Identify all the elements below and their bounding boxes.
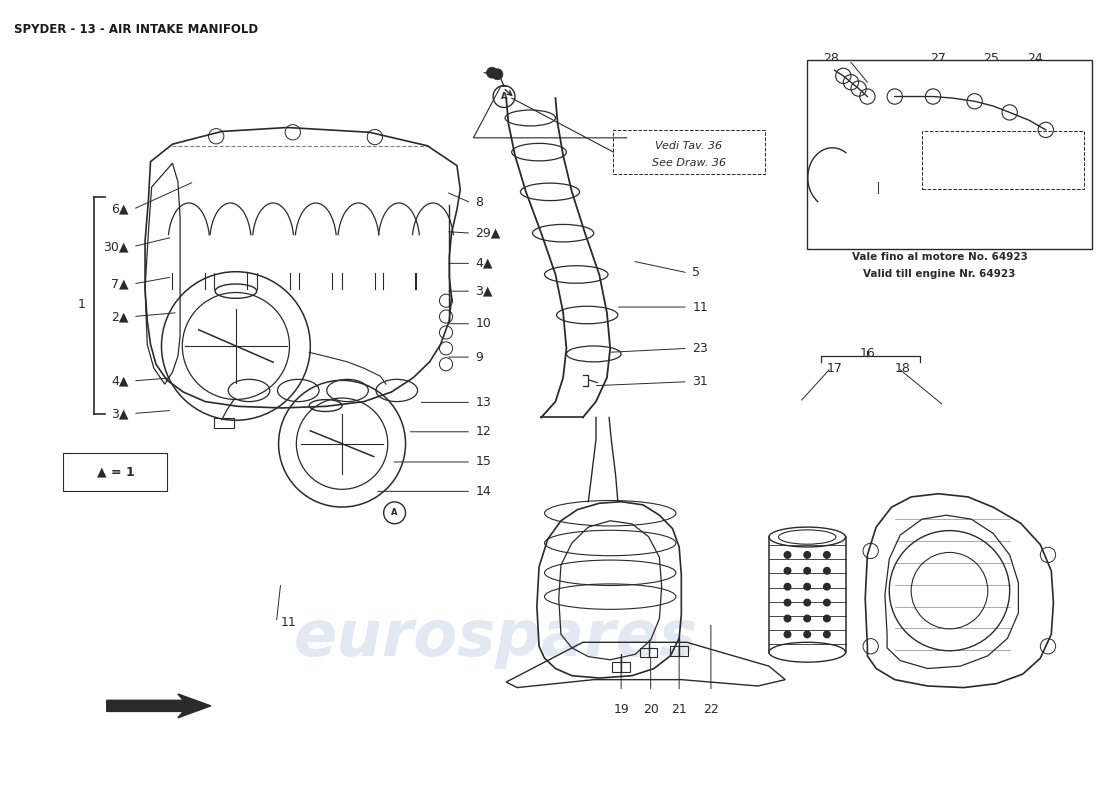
Text: See Draw. 36: See Draw. 36	[970, 162, 1036, 172]
Text: 31: 31	[692, 375, 708, 388]
Circle shape	[824, 599, 830, 606]
Text: 19: 19	[614, 703, 629, 717]
Text: See Draw. 36: See Draw. 36	[652, 158, 726, 168]
Circle shape	[784, 631, 791, 638]
Circle shape	[784, 583, 791, 590]
Circle shape	[492, 69, 503, 80]
Text: 6▲: 6▲	[111, 203, 129, 216]
Text: 26: 26	[870, 187, 887, 200]
Text: 9: 9	[475, 350, 484, 363]
Circle shape	[784, 567, 791, 574]
Circle shape	[804, 631, 811, 638]
Text: Valid till engine Nr. 64923: Valid till engine Nr. 64923	[864, 270, 1015, 279]
Text: 20: 20	[642, 703, 659, 717]
Circle shape	[804, 583, 811, 590]
Text: 15: 15	[475, 455, 492, 469]
Circle shape	[804, 567, 811, 574]
Text: 8: 8	[475, 197, 484, 210]
Text: 22: 22	[703, 703, 718, 717]
Circle shape	[784, 615, 791, 622]
Text: 4▲: 4▲	[111, 374, 129, 387]
Text: 11: 11	[280, 616, 297, 629]
Text: 14: 14	[475, 485, 492, 498]
Text: 27: 27	[931, 52, 946, 65]
Text: 30▲: 30▲	[103, 240, 129, 253]
Circle shape	[824, 552, 830, 558]
Text: eurospares: eurospares	[867, 148, 1043, 176]
Text: 29▲: 29▲	[475, 226, 500, 240]
Text: SPYDER - 13 - AIR INTAKE MANIFOLD: SPYDER - 13 - AIR INTAKE MANIFOLD	[13, 22, 257, 36]
Text: 13: 13	[475, 396, 492, 409]
Circle shape	[486, 67, 497, 78]
Circle shape	[824, 583, 830, 590]
Text: 10: 10	[475, 318, 492, 330]
Text: 11: 11	[692, 301, 708, 314]
Text: 21: 21	[671, 703, 688, 717]
Polygon shape	[107, 694, 211, 718]
Text: Vedi Tav. 36: Vedi Tav. 36	[656, 141, 723, 150]
Text: 28: 28	[823, 52, 839, 65]
Text: 1: 1	[78, 298, 86, 311]
Text: Vale fino al motore No. 64923: Vale fino al motore No. 64923	[851, 252, 1027, 262]
Circle shape	[804, 615, 811, 622]
Text: ▲ = 1: ▲ = 1	[97, 466, 134, 478]
Text: 3▲: 3▲	[475, 285, 493, 298]
Text: 17: 17	[826, 362, 843, 374]
Circle shape	[804, 552, 811, 558]
Text: 16: 16	[859, 347, 876, 361]
Text: Vedi Tav. 36: Vedi Tav. 36	[974, 143, 1033, 153]
Text: 7▲: 7▲	[111, 278, 129, 290]
Text: 2▲: 2▲	[111, 310, 129, 323]
Text: 3▲: 3▲	[111, 407, 129, 420]
Text: 24: 24	[1027, 52, 1043, 65]
Circle shape	[824, 631, 830, 638]
Circle shape	[784, 552, 791, 558]
Text: 25: 25	[983, 52, 999, 65]
Circle shape	[824, 567, 830, 574]
Circle shape	[784, 599, 791, 606]
FancyBboxPatch shape	[807, 60, 1091, 249]
Circle shape	[804, 599, 811, 606]
Circle shape	[824, 615, 830, 622]
Text: 12: 12	[475, 426, 492, 438]
Text: 23: 23	[692, 342, 708, 355]
Text: A: A	[500, 92, 507, 101]
Text: 4▲: 4▲	[475, 257, 493, 270]
Text: 5: 5	[692, 266, 701, 279]
Text: 18: 18	[894, 362, 911, 374]
Text: A: A	[392, 508, 398, 518]
Text: eurospares: eurospares	[294, 607, 697, 670]
